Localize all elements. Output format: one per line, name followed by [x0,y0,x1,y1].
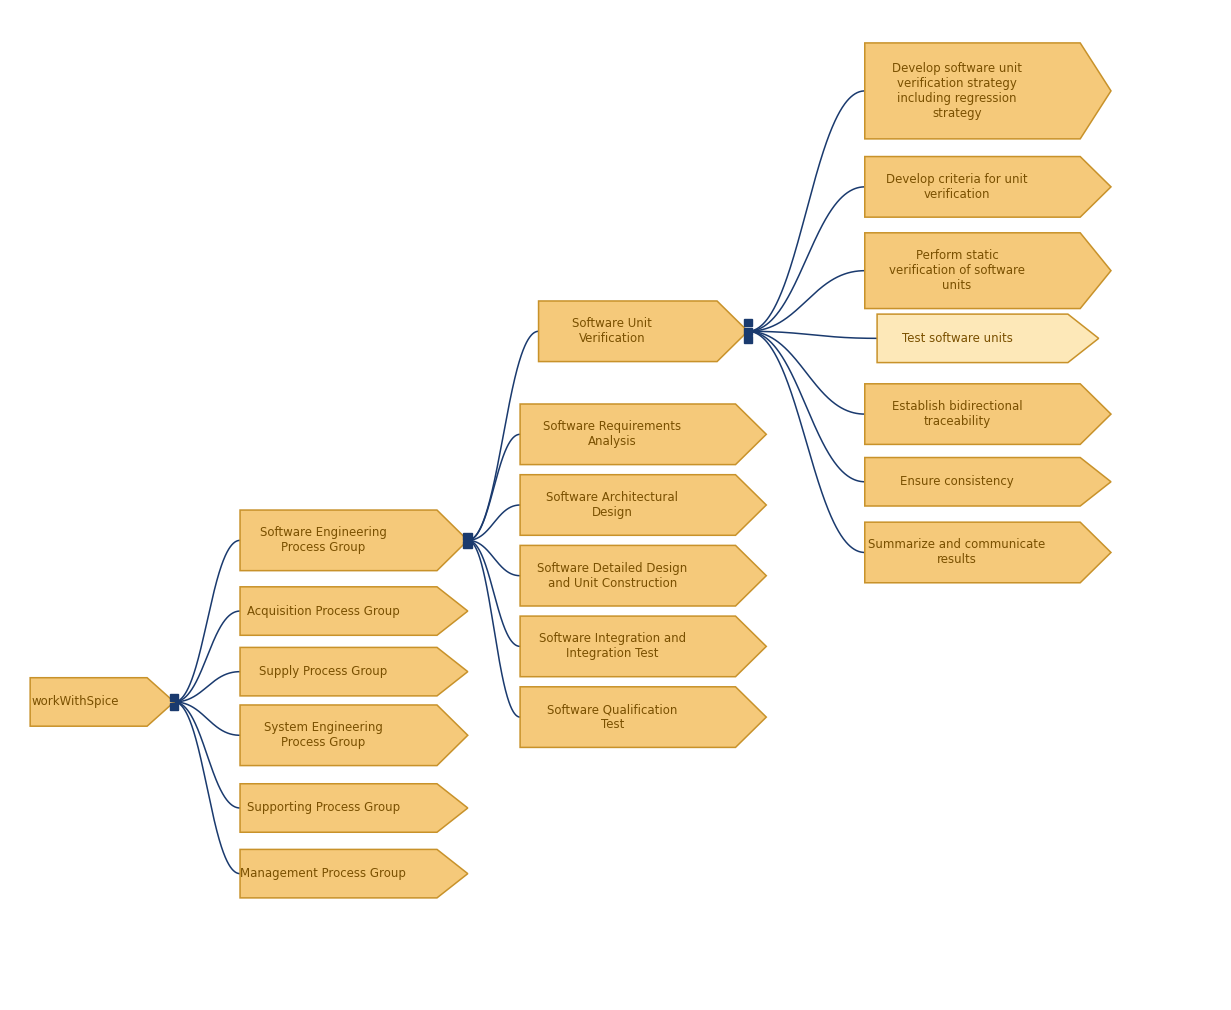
Text: Test software units: Test software units [901,332,1013,344]
Text: Ensure consistency: Ensure consistency [900,476,1014,488]
Text: Software Qualification
Test: Software Qualification Test [548,703,677,731]
Bar [463,532,473,539]
PathPatch shape [876,314,1098,363]
PathPatch shape [519,404,766,465]
Text: Management Process Group: Management Process Group [240,868,406,880]
Text: Develop software unit
verification strategy
including regression
strategy: Develop software unit verification strat… [892,62,1022,120]
PathPatch shape [539,301,748,362]
Text: Software Unit
Verification: Software Unit Verification [572,317,652,345]
Text: Perform static
verification of software
units: Perform static verification of software … [889,249,1025,292]
Text: Software Detailed Design
and Unit Construction: Software Detailed Design and Unit Constr… [537,562,688,590]
Text: Develop criteria for unit
verification: Develop criteria for unit verification [886,173,1028,201]
PathPatch shape [240,705,468,766]
PathPatch shape [240,647,468,696]
Bar [744,327,752,335]
PathPatch shape [519,545,766,606]
Bar [744,336,752,343]
PathPatch shape [519,616,766,677]
Text: Summarize and communicate
results: Summarize and communicate results [869,538,1045,567]
PathPatch shape [864,458,1112,506]
Text: Supply Process Group: Supply Process Group [259,666,388,678]
PathPatch shape [240,784,468,832]
PathPatch shape [240,587,468,635]
PathPatch shape [864,233,1112,309]
Text: Software Architectural
Design: Software Architectural Design [547,491,678,519]
Text: Software Engineering
Process Group: Software Engineering Process Group [260,526,387,554]
PathPatch shape [864,42,1112,138]
PathPatch shape [519,687,766,747]
Text: Supporting Process Group: Supporting Process Group [246,802,400,814]
PathPatch shape [864,522,1112,583]
PathPatch shape [30,678,175,726]
Text: Software Integration and
Integration Test: Software Integration and Integration Tes… [539,632,686,661]
Bar [170,694,178,701]
Text: workWithSpice: workWithSpice [31,696,119,708]
PathPatch shape [240,849,468,898]
Text: Acquisition Process Group: Acquisition Process Group [246,605,400,617]
Bar [463,541,473,548]
Bar [744,319,752,326]
Bar [170,703,178,710]
PathPatch shape [864,384,1112,444]
Text: Establish bidirectional
traceability: Establish bidirectional traceability [891,400,1023,428]
PathPatch shape [864,157,1112,217]
PathPatch shape [519,475,766,535]
Text: Software Requirements
Analysis: Software Requirements Analysis [543,420,682,448]
PathPatch shape [240,510,468,571]
Text: System Engineering
Process Group: System Engineering Process Group [263,721,383,749]
